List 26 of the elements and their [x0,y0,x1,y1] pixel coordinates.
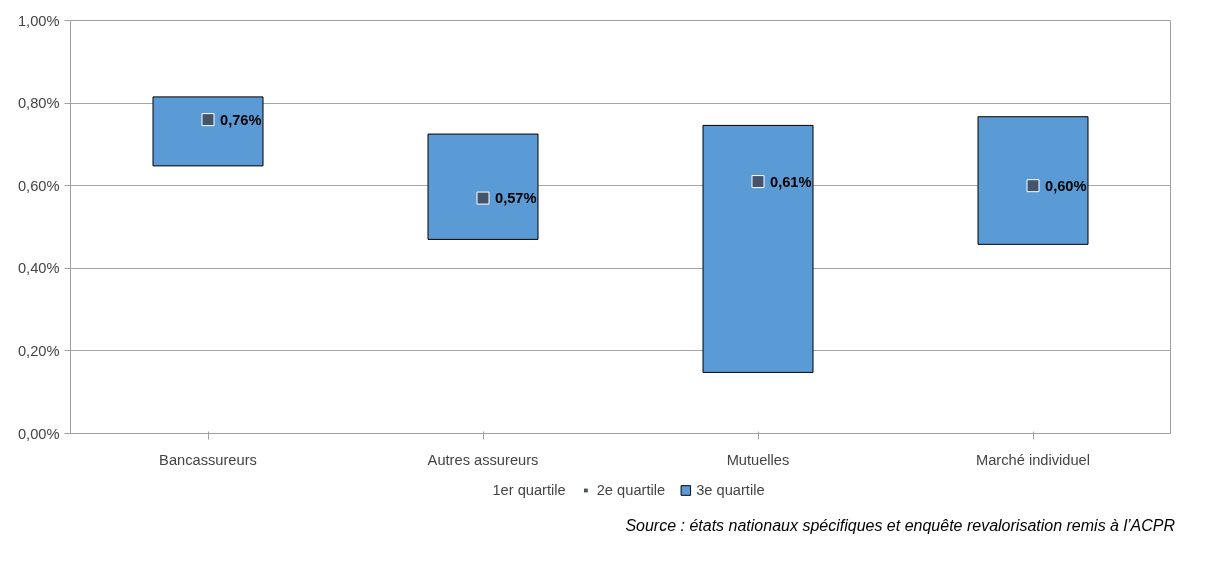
data-label: 0,61% [770,173,812,190]
legend-label: 2e quartile [596,482,666,498]
source-note: Source : états nationaux spécifiques et enquête revalorisation remis à l’ACPR [625,516,1175,536]
x-tick-label: Bancassureurs [159,451,257,468]
y-tick-label: 0,00% [17,425,60,442]
point [1026,179,1040,193]
y-tick-label: 1,00% [17,12,60,29]
y-tick-label: 0,20% [17,342,60,359]
text: 1er quartile [492,482,566,498]
bar [427,133,539,240]
x-tick-label: Marché individuel [975,451,1091,468]
point [476,191,490,205]
bar [702,124,814,373]
y-tick-label: 0,40% [17,260,60,277]
data-label: 0,76% [220,111,262,128]
data-label: 0,60% [1045,177,1087,194]
legend-label: 3e quartile [696,482,765,498]
x-tick-label: Mutuelles [726,451,790,468]
x-tick-label: Autres assureurs [427,451,539,468]
data-label: 0,57% [495,190,537,207]
point [751,175,765,189]
bar [152,96,264,167]
y-tick-label: 0,80% [17,95,60,112]
bar [977,116,1089,245]
point [201,113,215,127]
y-tick-label: 0,60% [17,177,60,194]
